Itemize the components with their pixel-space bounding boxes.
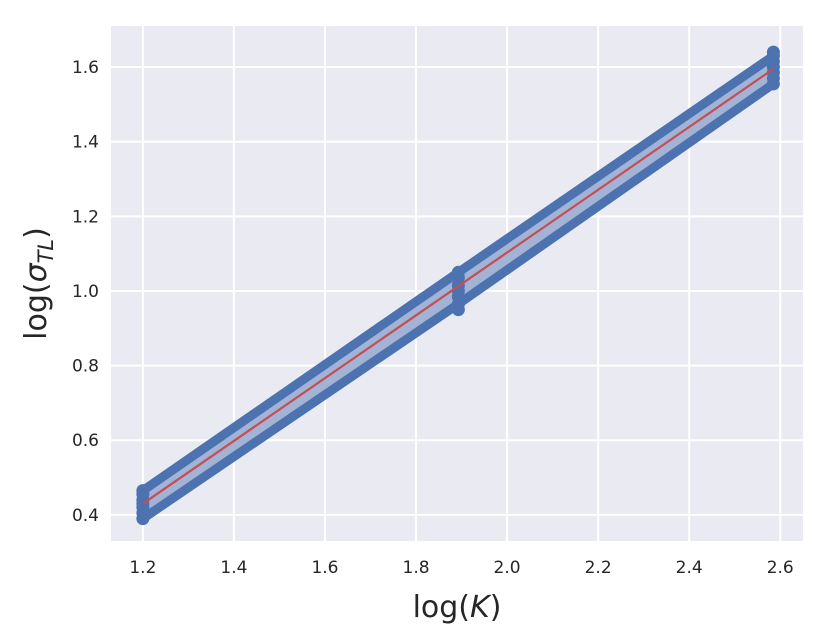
grid (111, 26, 803, 541)
x-tick-label: 1.2 (129, 558, 156, 578)
y-tick-label: 1.6 (72, 58, 99, 78)
y-axis-ticks: 0.4 0.6 0.8 1.0 1.2 1.4 1.6 (72, 58, 99, 526)
x-tick-label: 1.6 (311, 558, 338, 578)
x-axis-ticks: 1.2 1.4 1.6 1.8 2.0 2.2 2.4 2.6 (129, 558, 793, 578)
y-axis-label: log(σTL) (19, 227, 58, 340)
x-tick-label: 2.0 (494, 558, 521, 578)
x-axis-label: log(K) (413, 590, 502, 625)
fit-line-segment (142, 68, 775, 505)
y-tick-label: 1.2 (72, 207, 99, 227)
y-tick-label: 0.6 (72, 431, 99, 451)
y-tick-label: 1.4 (72, 133, 99, 153)
x-tick-label: 2.4 (676, 558, 703, 578)
data-point (766, 45, 780, 59)
y-tick-label: 1.0 (72, 282, 99, 302)
y-tick-label: 0.4 (72, 506, 99, 526)
x-tick-label: 2.6 (767, 558, 794, 578)
x-tick-label: 2.2 (585, 558, 612, 578)
y-tick-label: 0.8 (72, 357, 99, 377)
data-point (136, 484, 150, 498)
data-point (451, 265, 465, 279)
x-tick-label: 1.8 (403, 558, 430, 578)
fit-line (142, 68, 775, 505)
x-tick-label: 1.4 (220, 558, 247, 578)
